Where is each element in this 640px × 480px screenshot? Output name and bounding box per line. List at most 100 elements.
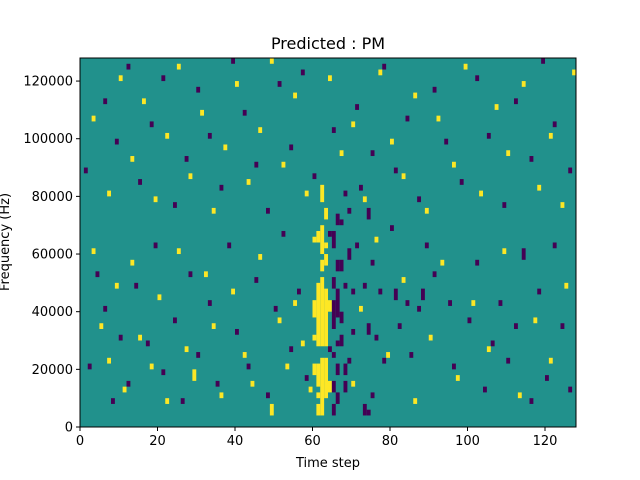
heatmap-cell [432, 271, 437, 278]
heatmap-cell [366, 323, 371, 335]
heatmap-cell [138, 179, 143, 185]
heatmap-cell [331, 277, 336, 289]
heatmap-cell [328, 300, 332, 312]
heatmap-cell [304, 190, 309, 197]
heatmap-cell [258, 254, 263, 260]
heatmap-cell [130, 259, 135, 266]
heatmap-cell [246, 179, 251, 185]
heatmap-cell [242, 109, 247, 116]
heatmap-cell [258, 127, 263, 133]
heatmap-cell [514, 323, 518, 329]
heatmap-cell [548, 132, 553, 139]
heatmap-cell [281, 230, 286, 237]
heatmap-cell [572, 69, 577, 76]
heatmap-cell [211, 207, 216, 214]
heatmap-cell [204, 271, 208, 278]
y-tick-label: 0 [65, 421, 73, 436]
heatmap-cell [409, 352, 414, 358]
heatmap-cell [157, 294, 162, 301]
heatmap-cell [331, 403, 336, 416]
heatmap-cell [266, 392, 270, 399]
heatmap-cell [560, 202, 565, 208]
heatmap-cell [235, 81, 239, 87]
heatmap-cell [479, 190, 484, 197]
chart-title: Predicted : PM [271, 34, 385, 53]
heatmap-cell [448, 300, 453, 306]
heatmap-cell [180, 398, 185, 404]
heatmap-cell [514, 98, 518, 105]
heatmap-cell [231, 58, 236, 64]
x-tick-label: 40 [227, 434, 244, 449]
heatmap-cell [498, 300, 503, 306]
heatmap-cell [568, 167, 573, 174]
heatmap-cell [320, 277, 325, 347]
heatmap-cell [486, 346, 491, 353]
heatmap-cell [328, 380, 332, 393]
heatmap-cell [165, 132, 170, 139]
heatmap-cell [328, 230, 332, 237]
heatmap-cell [521, 81, 526, 87]
heatmap-cell [331, 127, 336, 133]
heatmap-cell [153, 196, 158, 203]
heatmap-cell [328, 75, 332, 82]
heatmap-cell [250, 380, 255, 387]
heatmap-cell [324, 288, 329, 347]
heatmap-cell [293, 92, 298, 99]
heatmap-cell [467, 317, 472, 324]
heatmap-cell [335, 259, 340, 272]
x-tick-label: 0 [76, 434, 84, 449]
heatmap-cell [324, 207, 329, 220]
heatmap-cell [227, 242, 232, 249]
heatmap-cell [300, 69, 305, 76]
y-tick-label: 80000 [32, 190, 73, 205]
heatmap-cell [134, 282, 139, 289]
heatmap-cell [347, 207, 352, 214]
heatmap-cell [405, 300, 410, 306]
heatmap-cell [475, 259, 480, 266]
heatmap-cell [173, 317, 177, 324]
heatmap-cell [103, 98, 108, 105]
heatmap-cell [452, 161, 456, 168]
heatmap-cell [541, 58, 546, 64]
heatmap-cell [347, 357, 352, 364]
heatmap-cell [293, 300, 298, 306]
heatmap-cell [269, 403, 274, 416]
heatmap-cell [405, 115, 410, 122]
heatmap-cell [107, 357, 112, 364]
heatmap-cell [366, 207, 371, 220]
heatmap-cell [316, 363, 321, 387]
heatmap-cell [149, 363, 154, 370]
heatmap-cell [393, 167, 398, 174]
heatmap-cell [351, 328, 356, 335]
heatmap-cell [370, 259, 375, 266]
heatmap-cell [362, 403, 367, 416]
heatmap-cell [192, 369, 197, 381]
heatmap-cell [200, 109, 205, 116]
heatmap-cell [366, 409, 371, 416]
heatmap-cell [339, 334, 344, 347]
heatmap-cell [242, 352, 247, 358]
heatmap-cell [231, 288, 236, 295]
heatmap-cell [312, 173, 317, 180]
heatmap-cell [188, 271, 193, 278]
heatmap-cell [382, 63, 387, 70]
heatmap-cell [517, 392, 522, 399]
y-tick-label: 40000 [32, 305, 73, 320]
heatmap-cell [413, 92, 418, 99]
heatmap-cell [390, 138, 394, 145]
x-tick-label: 60 [304, 434, 321, 449]
heatmap-cell [126, 63, 131, 70]
heatmap-cell [149, 121, 154, 128]
heatmap-cell [324, 357, 329, 399]
heatmap-cell [521, 248, 526, 260]
heatmap-cell [320, 184, 325, 203]
heatmap-cell [339, 311, 344, 324]
heatmap-cell [552, 242, 557, 249]
heatmap-cell [297, 288, 301, 295]
heatmap-cell [91, 248, 96, 255]
y-tick-label: 100000 [23, 132, 73, 147]
heatmap-cell [424, 242, 429, 249]
heatmap-cell [331, 230, 336, 249]
heatmap-cell [537, 184, 542, 191]
heatmap-cell [335, 213, 340, 226]
